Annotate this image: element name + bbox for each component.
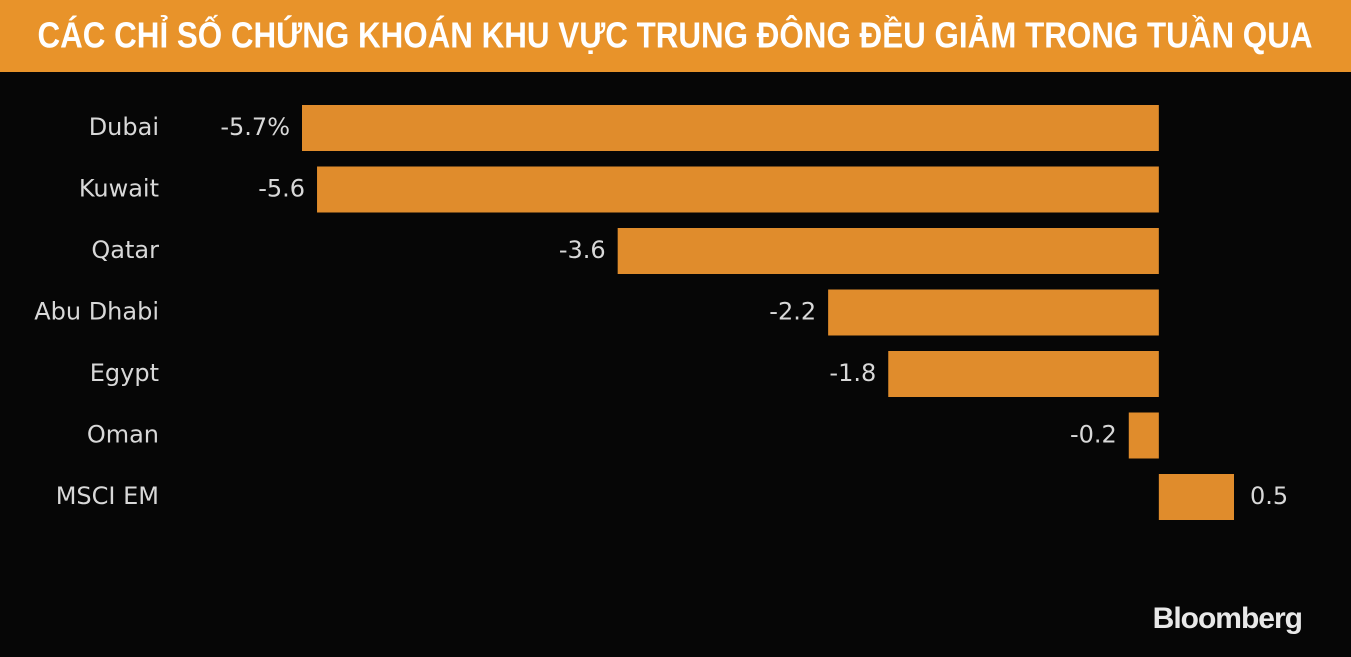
value-label: -1.8 <box>829 359 876 387</box>
bar <box>888 351 1159 397</box>
chart-title: CÁC CHỈ SỐ CHỨNG KHOÁN KHU VỰC TRUNG ĐÔN… <box>38 14 1313 56</box>
bar <box>828 289 1159 336</box>
category-label: Qatar <box>91 236 159 264</box>
bar <box>1128 412 1159 459</box>
category-label: Abu Dhabi <box>34 298 159 326</box>
bar <box>317 166 1159 213</box>
title-band <box>0 0 1351 72</box>
bar <box>302 105 1159 151</box>
value-label: 0.5 <box>1250 482 1288 510</box>
bar <box>1158 474 1234 520</box>
bar <box>617 228 1159 274</box>
category-label: MSCI EM <box>56 482 159 510</box>
category-label: Egypt <box>90 359 159 387</box>
value-label: -5.6 <box>258 175 305 203</box>
category-label: Kuwait <box>79 175 159 203</box>
category-label: Dubai <box>89 113 159 141</box>
value-label: -0.2 <box>1070 421 1117 449</box>
value-label: -5.7% <box>220 113 290 141</box>
value-label: -3.6 <box>559 236 606 264</box>
value-label: -2.2 <box>769 298 816 326</box>
source: Bloomberg <box>1153 602 1302 635</box>
category-label: Oman <box>87 421 159 449</box>
